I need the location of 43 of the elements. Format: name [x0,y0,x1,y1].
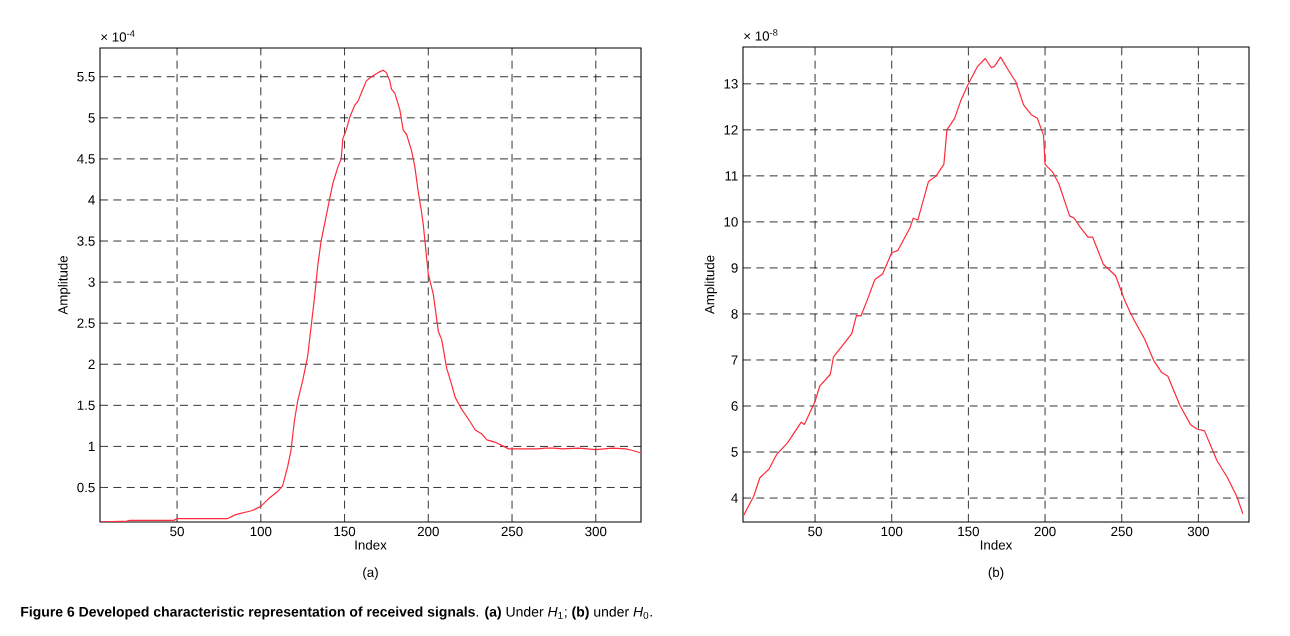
y-tick-label: 0.5 [77,482,95,493]
y-tick-label: 4 [731,493,738,503]
y-tick-label: 3 [88,277,95,287]
x-tick-label: 250 [501,526,523,537]
x-tick-label: 200 [417,526,439,537]
y-tick-label: 11 [725,171,738,181]
y-axis-title: Amplitude [704,255,717,315]
y-tick-label: 5 [731,447,738,457]
y-tick-label: 2 [88,359,95,369]
y-tick-label: 12 [724,125,738,135]
x-axis-title: Index [980,539,1013,550]
x-tick-label: 100 [250,526,272,537]
y-tick-label: 13 [724,79,738,89]
y-tick-label: 6 [731,401,738,411]
y-tick-label: 5.5 [77,72,95,82]
y-tick-label: 1.5 [77,400,95,410]
y-tick-label: 3.5 [77,236,95,246]
x-tick-label: 300 [1187,526,1209,537]
text: × 10$^{-4}$ [101,30,135,42]
x-tick-label: 150 [334,526,356,537]
text: Figure 6 Developed characteristic representation of received signals. (a) Under H$_{1}$; (b) under H$_{0}$. [21,606,652,620]
y-tick-label: 4 [88,195,95,205]
text: (a) [363,567,378,580]
y-tick-label: 8 [731,309,738,319]
y-tick-label: 7 [731,355,738,365]
y-axis-title: Amplitude [57,255,71,315]
x-tick-label: 100 [881,526,903,537]
y-tick-label: 1 [88,441,95,451]
x-tick-label: 50 [170,526,184,537]
x-tick-label: 300 [585,526,607,537]
x-tick-label: 200 [1034,526,1056,537]
x-tick-label: 250 [1111,526,1133,537]
x-axis-title: Index [355,539,387,550]
line-series [743,56,1244,518]
x-tick-label: 50 [808,526,822,537]
y-tick-label: 2.5 [77,318,95,328]
text: × 10$^{-8}$ [744,29,778,41]
y-tick-label: 4.5 [77,154,95,164]
x-tick-label: 150 [958,526,979,537]
y-tick-label: 9 [731,263,738,273]
y-tick-label: 5 [88,113,95,123]
y-tick-label: 10 [724,217,738,227]
text: (b) [988,567,1004,580]
